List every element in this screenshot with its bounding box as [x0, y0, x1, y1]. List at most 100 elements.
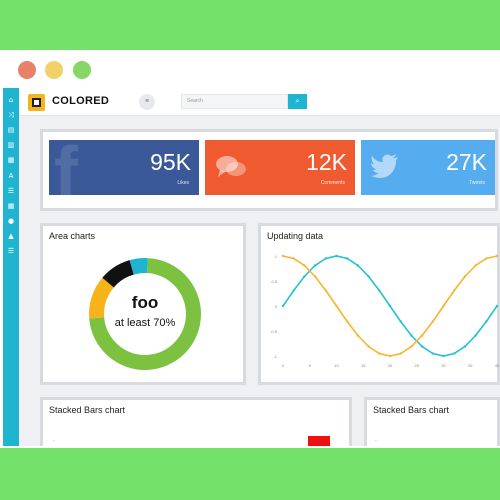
data-point — [485, 320, 488, 323]
data-point — [281, 304, 285, 308]
chart-icon[interactable]: ▦ — [7, 156, 15, 164]
stacked-bars-title-right: Stacked Bars chart — [373, 405, 450, 415]
comments-count: 12K — [306, 149, 347, 175]
x-tick-label: 10 — [334, 363, 339, 368]
pin-icon[interactable]: ● — [7, 217, 15, 225]
donut-slice — [102, 260, 134, 288]
data-point — [388, 304, 392, 308]
data-point — [495, 304, 499, 308]
dashboard-app: ⌂ ⤨ ▤ ▥ ▦ A ☰ ▦ ● ▲ ☰ COLORED ≡ Search ⌕… — [3, 88, 500, 446]
data-point — [313, 264, 317, 267]
donut-center-subtitle: at least 70% — [115, 317, 176, 329]
browser-window: ⌂ ⤨ ▤ ▥ ▦ A ☰ ▦ ● ▲ ☰ COLORED ≡ Search ⌕… — [0, 50, 500, 448]
y-tick-label: -1 — [273, 354, 277, 359]
warning-icon[interactable]: ▲ — [8, 232, 14, 240]
donut-center-title: foo — [132, 293, 158, 312]
text-icon[interactable]: A — [8, 172, 14, 180]
y-tick-label: -0.5 — [270, 329, 278, 334]
donut-slice — [89, 277, 114, 319]
y-tick-label: 1 — [275, 254, 278, 259]
y-tick-label: 0.5 — [271, 279, 277, 284]
close-window-dot[interactable] — [18, 61, 36, 79]
table-icon[interactable]: ▦ — [7, 202, 15, 210]
data-point — [281, 254, 285, 258]
data-point — [335, 254, 338, 258]
data-point — [442, 304, 445, 308]
data-point — [485, 257, 488, 260]
data-point — [378, 289, 381, 292]
data-point — [399, 320, 402, 323]
menu-icon[interactable]: ☰ — [7, 247, 15, 255]
facebook-icon: f — [54, 140, 78, 195]
donut-hole — [105, 274, 185, 354]
document-icon[interactable]: ▤ — [7, 126, 15, 134]
data-point — [431, 320, 434, 323]
comments-label: Comments — [320, 180, 345, 186]
likes-stat-tile: f 95K Likes — [49, 140, 199, 195]
data-point — [303, 264, 306, 267]
updating-data-panel: Updating data 1 0.5 0 -0.5 -1 0 5 10 15 20 25 30 35 4… — [258, 223, 500, 385]
menu-toggle-button[interactable]: ≡ — [139, 94, 155, 110]
stats-row: f 95K Likes 12K Comments — [40, 129, 498, 211]
x-tick-label: 25 — [415, 363, 420, 368]
search-icon: ⌕ — [295, 98, 300, 105]
stacked-bars-panel-left: Stacked Bars chart - — [40, 397, 352, 446]
brand-name: COLORED — [52, 95, 110, 107]
data-point — [367, 345, 370, 348]
search-button[interactable]: ⌕ — [288, 94, 307, 109]
area-charts-panel: Area charts foo at least 70% — [40, 223, 246, 385]
donut-slice — [129, 258, 148, 275]
data-point — [420, 334, 424, 337]
data-point — [453, 352, 456, 355]
logo-icon — [28, 94, 45, 111]
x-tick-label: 15 — [361, 363, 366, 368]
updating-data-title: Updating data — [267, 231, 324, 241]
area-charts-title: Area charts — [49, 231, 96, 241]
maximize-window-dot[interactable] — [73, 61, 91, 79]
data-point — [431, 352, 434, 355]
data-point — [463, 275, 467, 278]
share-icon[interactable]: ⤨ — [8, 111, 14, 119]
window-chrome — [0, 50, 500, 88]
stacked-bars-panel-right: Stacked Bars chart - — [364, 397, 500, 446]
data-point — [346, 257, 349, 260]
tweets-stat-tile: 27K Tweets — [361, 140, 495, 195]
tweets-label: Tweets — [469, 180, 485, 186]
minimize-window-dot[interactable] — [45, 61, 63, 79]
data-point — [410, 334, 413, 337]
data-point — [442, 354, 445, 358]
data-point — [453, 289, 456, 292]
data-point — [356, 264, 360, 267]
likes-count: 95K — [150, 149, 191, 175]
likes-label: Likes — [177, 180, 189, 186]
x-tick-label: 20 — [388, 363, 393, 368]
data-point — [399, 352, 402, 355]
data-point — [292, 289, 295, 292]
donut-chart: foo at least 70% — [89, 258, 202, 370]
search-input[interactable]: Search — [181, 94, 288, 109]
comments-icon — [215, 154, 247, 184]
data-point — [463, 345, 467, 348]
x-tick-label: 30 — [441, 363, 446, 368]
x-tick-label: 5 — [309, 363, 312, 368]
data-point — [388, 354, 392, 358]
data-point — [292, 257, 295, 260]
top-bar: COLORED ≡ Search ⌕ — [19, 88, 500, 116]
data-point — [367, 275, 370, 278]
data-point — [335, 304, 338, 308]
data-point — [420, 345, 424, 348]
data-point — [303, 275, 306, 278]
home-icon[interactable]: ⌂ — [8, 96, 14, 104]
y-tick-label: 0 — [275, 304, 278, 309]
data-point — [474, 264, 477, 267]
x-tick-label: 0 — [282, 363, 285, 368]
data-point — [378, 352, 381, 355]
data-point — [324, 257, 327, 260]
x-tick-label: 35 — [468, 363, 473, 368]
comments-stat-tile: 12K Comments — [205, 140, 355, 195]
list-icon[interactable]: ☰ — [7, 187, 15, 195]
stacked-bars-title-left: Stacked Bars chart — [49, 405, 126, 415]
data-point — [324, 289, 327, 292]
book-icon[interactable]: ▥ — [7, 141, 15, 149]
data-point — [313, 275, 317, 278]
